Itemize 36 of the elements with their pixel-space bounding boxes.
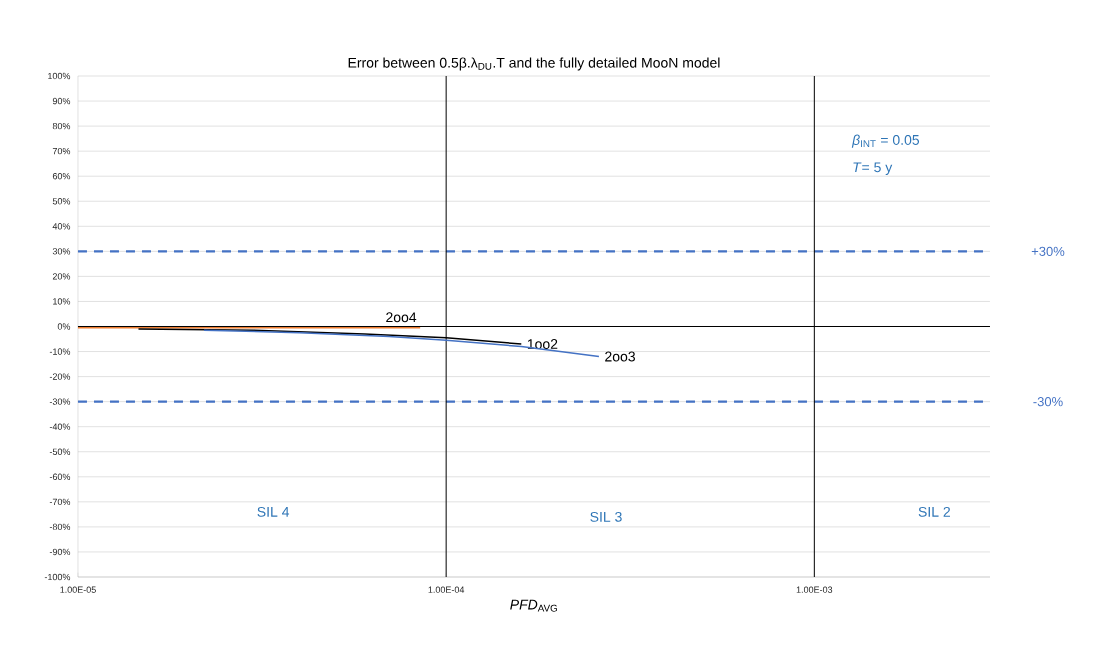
y-tick-label: 50% [52, 198, 71, 205]
y-tick-label: -100% [44, 573, 71, 581]
ref-line-label: -30% [1033, 397, 1063, 407]
y-tick-label: -80% [49, 523, 71, 531]
series-label: 1oo2 [527, 339, 558, 349]
y-tick-label: 100% [48, 72, 71, 80]
annotation: SIL 2 [918, 506, 950, 517]
y-tick-label: -40% [49, 423, 71, 430]
y-tick-label: -50% [49, 448, 71, 455]
series-label: 2oo4 [386, 312, 417, 323]
ref-line-label: +30% [1031, 246, 1065, 256]
y-tick-label: -20% [49, 373, 71, 380]
annotation: SIL 4 [257, 506, 290, 517]
y-tick-label: -10% [49, 348, 71, 355]
annotation: T= 5 y [853, 162, 893, 175]
y-tick-label: 90% [52, 97, 71, 105]
y-tick-label: -90% [49, 548, 71, 556]
x-tick-label: 1.00E-04 [428, 586, 465, 593]
series-label: 2oo3 [605, 351, 635, 362]
x-tick-label: 1.00E-05 [60, 586, 96, 593]
chart-title: Error between 0.5β.λ$_{DU}$.T and the fully detailed MooN model [348, 57, 720, 71]
y-tick-label: 80% [52, 122, 71, 130]
y-tick-label: -30% [49, 398, 71, 405]
y-tick-label: 70% [52, 147, 71, 155]
y-tick-label: -70% [49, 498, 71, 506]
x-axis-title: PFD$_{AVG}$ [510, 599, 557, 612]
y-tick-label: 30% [52, 248, 71, 255]
y-tick-label: 60% [52, 173, 71, 180]
y-tick-label: 20% [52, 273, 71, 280]
y-tick-label: -60% [49, 473, 71, 480]
y-tick-label: 10% [53, 298, 71, 305]
annotation: SIL 3 [590, 511, 622, 522]
y-tick-label: 40% [52, 223, 71, 230]
y-tick-label: 0% [57, 323, 71, 330]
annotation: β$_{INT}$ = 0.05 [851, 134, 920, 148]
x-tick-label: 1.00E-03 [796, 586, 833, 593]
